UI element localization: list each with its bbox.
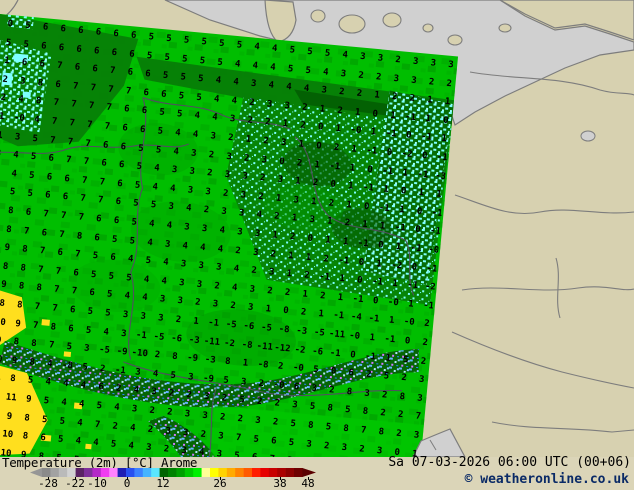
colorbar-tick-labels: -28 -22 -10 0 12 26 38 48 — [0, 478, 634, 490]
sea-adriatic — [412, 428, 466, 457]
borders-outside — [451, 71, 634, 433]
lake — [580, 130, 596, 142]
map-geography — [0, 0, 634, 457]
island — [310, 9, 326, 23]
colorbar-segments — [42, 468, 303, 477]
colorbar-tick: 38 — [273, 477, 287, 490]
colorbar-tick: 0 — [123, 477, 131, 490]
borders-inside — [0, 97, 415, 457]
colorbar-right-arrow — [302, 468, 316, 477]
island — [422, 23, 434, 33]
forecast-datetime: Sa 07-03-2026 06:00 UTC (00+06) — [388, 455, 631, 470]
colorbar-tickmarks — [48, 477, 309, 480]
island — [447, 34, 463, 46]
legend-title: Temperature (2m) [°C] Arome — [2, 455, 198, 470]
colorbar — [30, 468, 316, 480]
colorbar-left-arrow — [30, 468, 42, 477]
coastline-istria — [429, 439, 437, 451]
legend-bar: Temperature (2m) [°C] Arome Sa 07-03-202… — [0, 455, 634, 490]
colorbar-tick: -22 — [65, 477, 85, 490]
colorbar-tick: 26 — [213, 477, 227, 490]
colorbar-tick: -10 — [87, 477, 107, 490]
island — [382, 12, 402, 28]
copyright-link[interactable]: © weatheronline.co.uk — [464, 472, 629, 487]
land-sweden — [498, 0, 634, 41]
model-domain — [0, 13, 459, 457]
colorbar-tick: 12 — [156, 477, 170, 490]
colorbar-tick: -28 — [38, 477, 58, 490]
island — [338, 14, 366, 34]
colorbar-tick: 48 — [301, 477, 315, 490]
island — [498, 23, 512, 33]
